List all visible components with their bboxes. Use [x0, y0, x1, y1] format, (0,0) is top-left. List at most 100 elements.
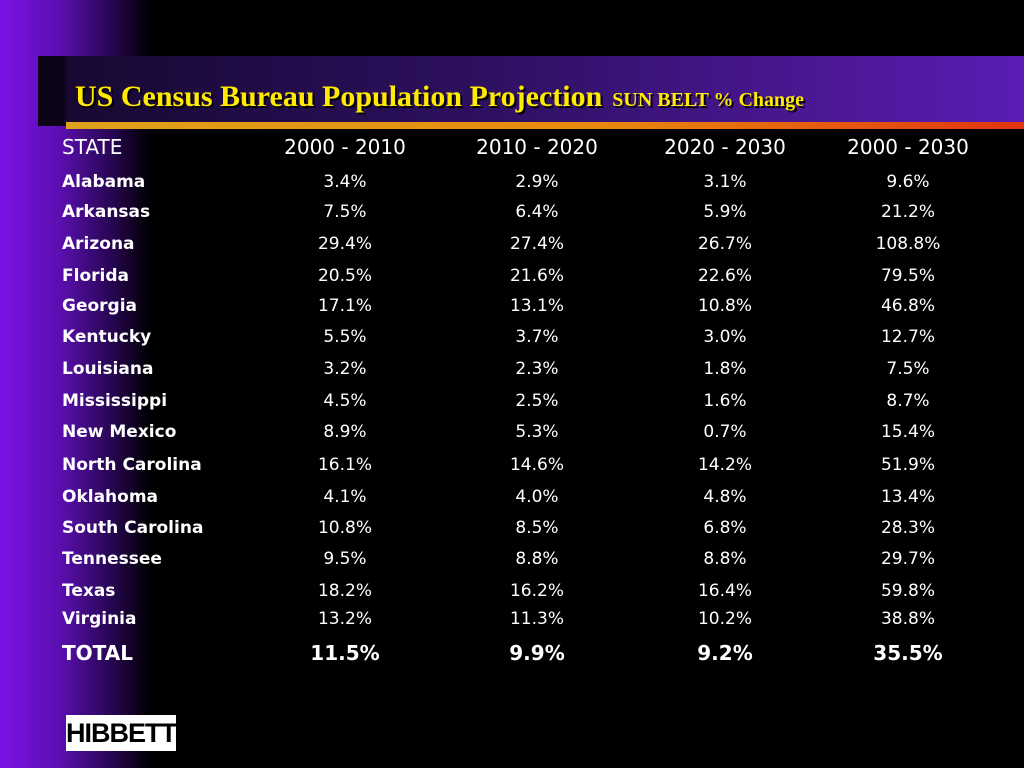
total-2000-2010: 11.5% [310, 641, 380, 665]
title-band-shadow [38, 56, 66, 126]
state-name: Oklahoma [62, 487, 159, 507]
percent-change-cell: 3.1% [703, 172, 747, 192]
percent-change-cell: 10.8% [317, 518, 372, 538]
table-row: Virginia 13.2% 11.3% 10.2% 38.8% [62, 606, 1002, 632]
header-2020-2030: 2020 - 2030 [664, 135, 786, 159]
header-2000-2030: 2000 - 2030 [847, 135, 969, 159]
percent-change-cell: 9.6% [886, 172, 930, 192]
header-state: STATE [62, 135, 123, 159]
percent-change-cell: 22.6% [697, 266, 752, 286]
percent-change-cell: 46.8% [880, 296, 935, 316]
table-row: Texas 18.2% 16.2% 16.4% 59.8% [62, 578, 1002, 604]
header-2010-2020: 2010 - 2020 [476, 135, 598, 159]
percent-change-cell: 6.4% [515, 202, 559, 222]
percent-change-cell: 2.5% [515, 391, 559, 411]
percent-change-cell: 6.8% [703, 518, 747, 538]
state-name: Louisiana [62, 359, 154, 379]
percent-change-cell: 21.2% [880, 202, 935, 222]
percent-change-cell: 4.8% [703, 487, 747, 507]
total-2010-2020: 9.9% [509, 641, 565, 665]
table-row: Tennessee 9.5% 8.8% 8.8% 29.7% [62, 546, 1002, 572]
state-name: Arizona [62, 234, 135, 254]
header-2000-2010: 2000 - 2010 [284, 135, 406, 159]
percent-change-cell: 16.2% [509, 581, 564, 601]
percent-change-cell: 29.4% [317, 234, 372, 254]
percent-change-cell: 13.4% [880, 487, 935, 507]
percent-change-cell: 13.1% [509, 296, 564, 316]
percent-change-cell: 4.1% [323, 487, 367, 507]
percent-change-cell: 14.2% [697, 455, 752, 475]
percent-change-cell: 3.2% [323, 359, 367, 379]
table-row: Louisiana 3.2% 2.3% 1.8% 7.5% [62, 356, 1002, 382]
table-row: Arkansas 7.5% 6.4% 5.9% 21.2% [62, 199, 1002, 225]
table-header-row: STATE 2000 - 2010 2010 - 2020 2020 - 203… [62, 134, 1002, 160]
percent-change-cell: 15.4% [880, 422, 935, 442]
percent-change-cell: 7.5% [323, 202, 367, 222]
table-row: Mississippi 4.5% 2.5% 1.6% 8.7% [62, 388, 1002, 414]
percent-change-cell: 8.5% [515, 518, 559, 538]
table-row: South Carolina 10.8% 8.5% 6.8% 28.3% [62, 515, 1002, 541]
state-name: Tennessee [62, 549, 162, 569]
percent-change-cell: 1.8% [703, 359, 747, 379]
state-name: Kentucky [62, 327, 152, 347]
table-row: Kentucky 5.5% 3.7% 3.0% 12.7% [62, 324, 1002, 350]
percent-change-cell: 13.2% [317, 609, 372, 629]
state-name: Georgia [62, 296, 138, 316]
percent-change-cell: 14.6% [509, 455, 564, 475]
table-row: Arizona 29.4% 27.4% 26.7% 108.8% [62, 231, 1002, 257]
total-2000-2030: 35.5% [873, 641, 943, 665]
percent-change-cell: 9.5% [323, 549, 367, 569]
percent-change-cell: 8.9% [323, 422, 367, 442]
percent-change-cell: 28.3% [880, 518, 935, 538]
table-row: Florida 20.5% 21.6% 22.6% 79.5% [62, 263, 1002, 289]
percent-change-cell: 8.8% [515, 549, 559, 569]
percent-change-cell: 5.9% [703, 202, 747, 222]
percent-change-cell: 20.5% [317, 266, 372, 286]
percent-change-cell: 27.4% [509, 234, 564, 254]
percent-change-cell: 4.5% [323, 391, 367, 411]
percent-change-cell: 11.3% [509, 609, 564, 629]
percent-change-cell: 12.7% [880, 327, 935, 347]
percent-change-cell: 1.6% [703, 391, 747, 411]
percent-change-cell: 8.7% [886, 391, 930, 411]
state-name: Texas [62, 581, 116, 601]
percent-change-cell: 21.6% [509, 266, 564, 286]
percent-change-cell: 3.7% [515, 327, 559, 347]
title-accent-line [66, 122, 1024, 129]
state-name: North Carolina [62, 455, 202, 475]
table-row: North Carolina 16.1% 14.6% 14.2% 51.9% [62, 452, 1002, 478]
table-row: New Mexico 8.9% 5.3% 0.7% 15.4% [62, 419, 1002, 445]
table-row: Oklahoma 4.1% 4.0% 4.8% 13.4% [62, 484, 1002, 510]
percent-change-cell: 16.1% [317, 455, 372, 475]
percent-change-cell: 108.8% [875, 234, 941, 254]
percent-change-cell: 3.4% [323, 172, 367, 192]
percent-change-cell: 7.5% [886, 359, 930, 379]
hibbett-logo: HIBBETT [66, 715, 177, 751]
percent-change-cell: 2.3% [515, 359, 559, 379]
state-name: Virginia [62, 609, 137, 629]
slide-title: US Census Bureau Population Projection SU… [75, 80, 804, 114]
percent-change-cell: 51.9% [880, 455, 935, 475]
percent-change-cell: 29.7% [880, 549, 935, 569]
table-row: Alabama 3.4% 2.9% 3.1% 9.6% [62, 169, 1002, 195]
title-main: US Census Bureau Population Projection [75, 80, 603, 113]
percent-change-cell: 79.5% [880, 266, 935, 286]
table-total-row: TOTAL 11.5% 9.9% 9.2% 35.5% [62, 640, 1002, 666]
percent-change-cell: 5.3% [515, 422, 559, 442]
percent-change-cell: 8.8% [703, 549, 747, 569]
state-name: Arkansas [62, 202, 151, 222]
percent-change-cell: 5.5% [323, 327, 367, 347]
percent-change-cell: 59.8% [880, 581, 935, 601]
table-row: Georgia 17.1% 13.1% 10.8% 46.8% [62, 293, 1002, 319]
percent-change-cell: 4.0% [515, 487, 559, 507]
percent-change-cell: 16.4% [697, 581, 752, 601]
percent-change-cell: 26.7% [697, 234, 752, 254]
state-name: Florida [62, 266, 129, 286]
state-name: South Carolina [62, 518, 204, 538]
percent-change-cell: 2.9% [515, 172, 559, 192]
state-name: New Mexico [62, 422, 177, 442]
percent-change-cell: 10.2% [697, 609, 752, 629]
percent-change-cell: 18.2% [317, 581, 372, 601]
title-subtitle: SUN BELT % Change [612, 89, 805, 111]
title-band [38, 56, 1024, 126]
